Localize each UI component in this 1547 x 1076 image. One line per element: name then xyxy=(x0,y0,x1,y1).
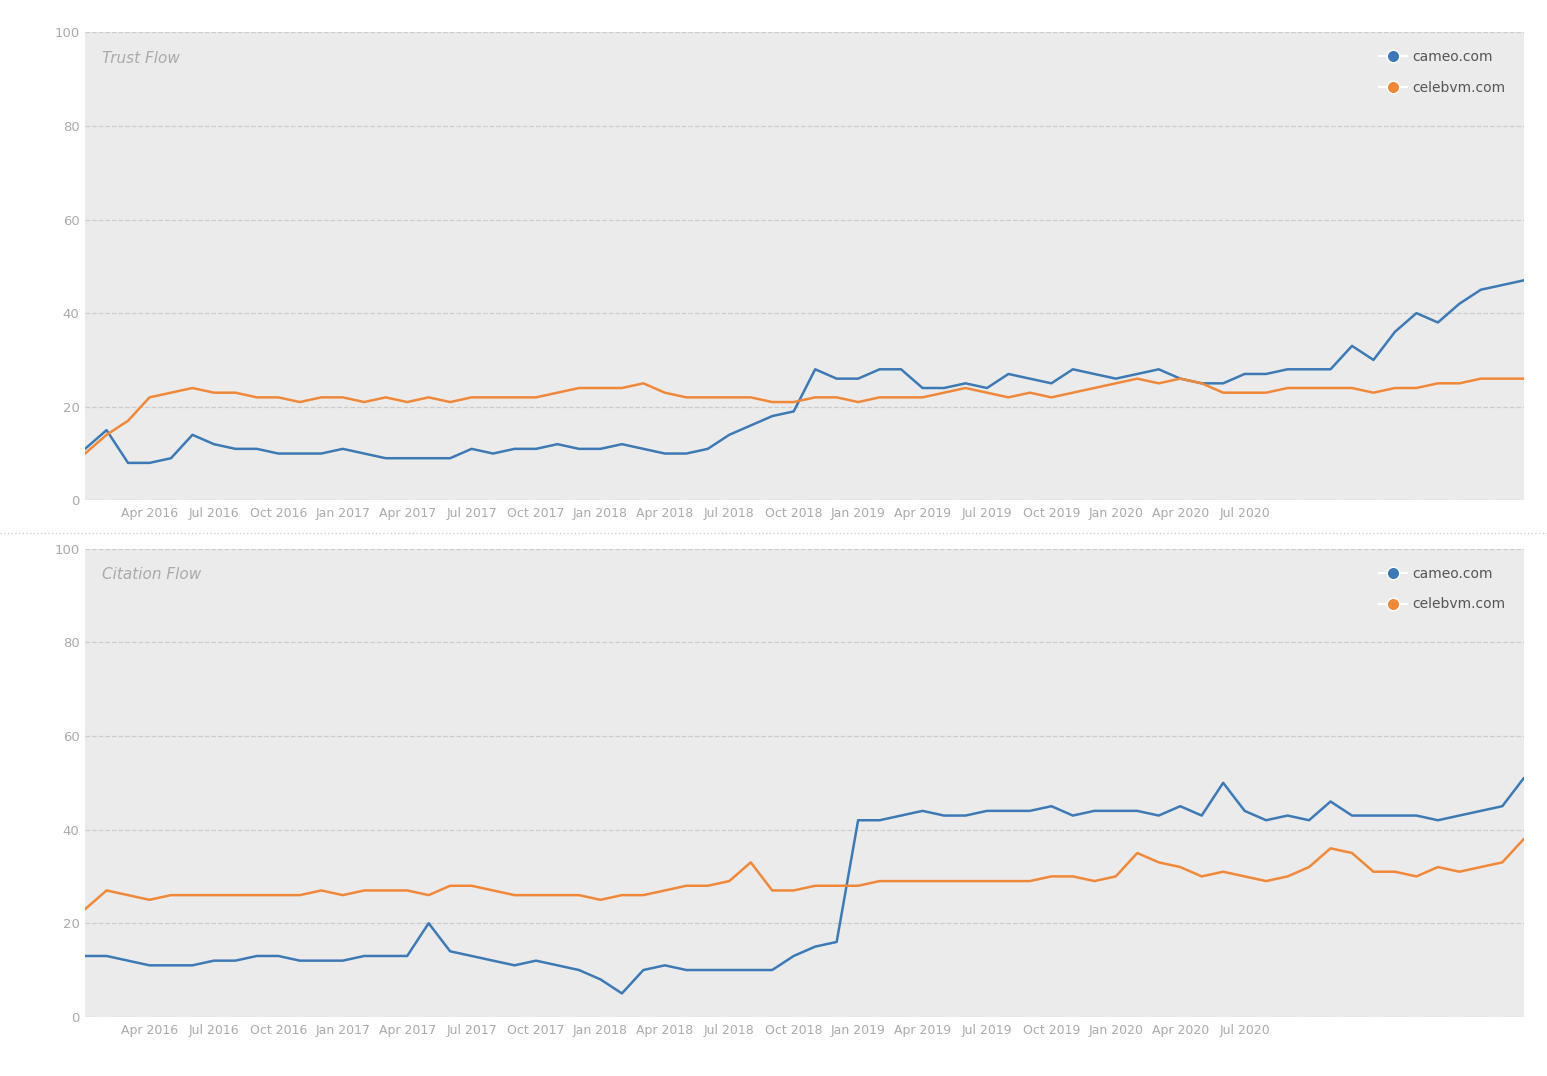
Legend: cameo.com, celebvm.com: cameo.com, celebvm.com xyxy=(1368,555,1518,623)
Text: Citation Flow: Citation Flow xyxy=(102,567,201,582)
Legend: cameo.com, celebvm.com: cameo.com, celebvm.com xyxy=(1368,39,1518,107)
Text: Trust Flow: Trust Flow xyxy=(102,51,179,66)
